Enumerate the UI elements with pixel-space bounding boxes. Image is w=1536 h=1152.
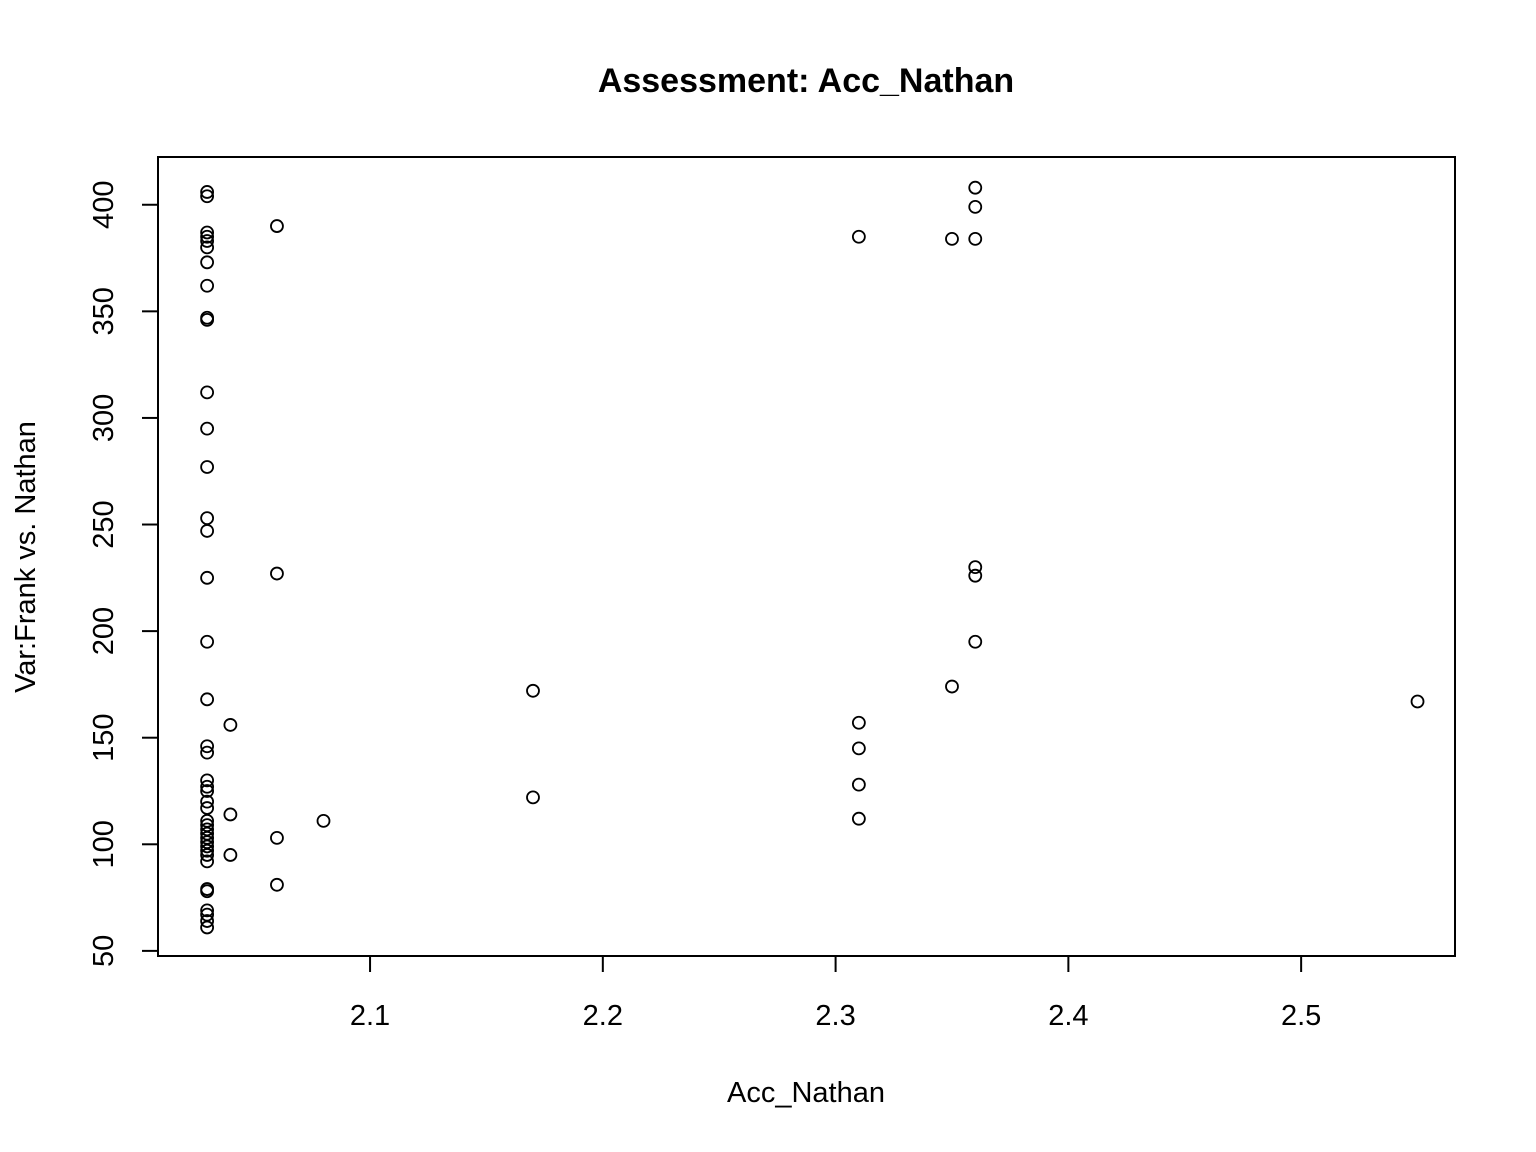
x-axis: 2.1 2.2 2.3 2.4 2.5 [350, 955, 1321, 1032]
data-point [200, 511, 215, 526]
y-tick-label: 150 [88, 714, 120, 762]
data-point [200, 229, 215, 244]
data-point [851, 741, 866, 756]
data-point [200, 185, 215, 199]
data-point [526, 683, 540, 698]
data-point [200, 784, 215, 798]
data-point [223, 848, 238, 862]
data-point [945, 679, 959, 694]
data-point [200, 914, 215, 928]
data-point [968, 568, 983, 583]
data-point [270, 830, 284, 845]
data-point [200, 920, 215, 935]
data-point [200, 773, 215, 788]
y-axis: 50 100 150 200 250 300 350 400 [88, 181, 159, 967]
data-point [200, 634, 215, 649]
data-point [200, 189, 215, 204]
data-point [200, 240, 215, 255]
x-tick-label: 2.5 [1281, 1000, 1321, 1032]
data-point [200, 278, 215, 293]
data-point [223, 807, 238, 822]
data-point [200, 255, 215, 270]
data-point [200, 421, 215, 436]
x-axis-label: Acc_Nathan [727, 1077, 885, 1109]
chart-title: Assessment: Acc_Nathan [598, 62, 1014, 100]
data-point [1410, 694, 1425, 709]
data-point [200, 779, 215, 794]
data-point [851, 777, 866, 792]
data-point [945, 231, 959, 246]
data-point [200, 385, 215, 400]
x-tick-label: 2.3 [815, 1000, 855, 1032]
y-tick-label: 100 [88, 820, 120, 868]
y-tick-label: 350 [88, 287, 120, 335]
data-point [200, 225, 215, 240]
data-point [200, 794, 215, 809]
y-tick-label: 400 [88, 181, 120, 229]
data-point [968, 560, 983, 575]
data-point [270, 877, 284, 892]
y-tick-label: 50 [88, 935, 120, 967]
data-point [851, 229, 866, 244]
x-tick-label: 2.1 [350, 1000, 390, 1032]
y-tick-label: 200 [88, 607, 120, 655]
data-point [270, 566, 284, 581]
data-point [200, 524, 215, 538]
data-point [200, 854, 215, 869]
data-point [200, 745, 215, 760]
data-point [968, 634, 983, 649]
data-point [200, 903, 215, 918]
data-point [200, 234, 215, 248]
y-tick-label: 300 [88, 394, 120, 442]
data-point [851, 715, 866, 730]
data-point [526, 790, 540, 805]
x-tick-label: 2.4 [1048, 1000, 1088, 1032]
data-point [200, 692, 215, 707]
data-point [200, 843, 215, 858]
data-points [200, 180, 1425, 935]
data-point [968, 199, 983, 214]
data-point [270, 219, 284, 233]
x-tick-label: 2.2 [583, 1000, 623, 1032]
data-point [316, 813, 331, 828]
data-point [200, 570, 215, 585]
data-point [200, 460, 215, 474]
data-point [968, 231, 983, 246]
plot-frame [157, 156, 1456, 957]
data-point [200, 839, 215, 854]
y-tick-label: 250 [88, 500, 120, 548]
data-point [200, 312, 215, 327]
data-point [200, 739, 215, 754]
data-point [968, 180, 983, 195]
data-point [200, 884, 215, 899]
data-point [223, 718, 238, 732]
data-point [851, 811, 866, 826]
y-axis-label: Var:Frank vs. Nathan [10, 421, 42, 693]
data-point [200, 848, 215, 862]
